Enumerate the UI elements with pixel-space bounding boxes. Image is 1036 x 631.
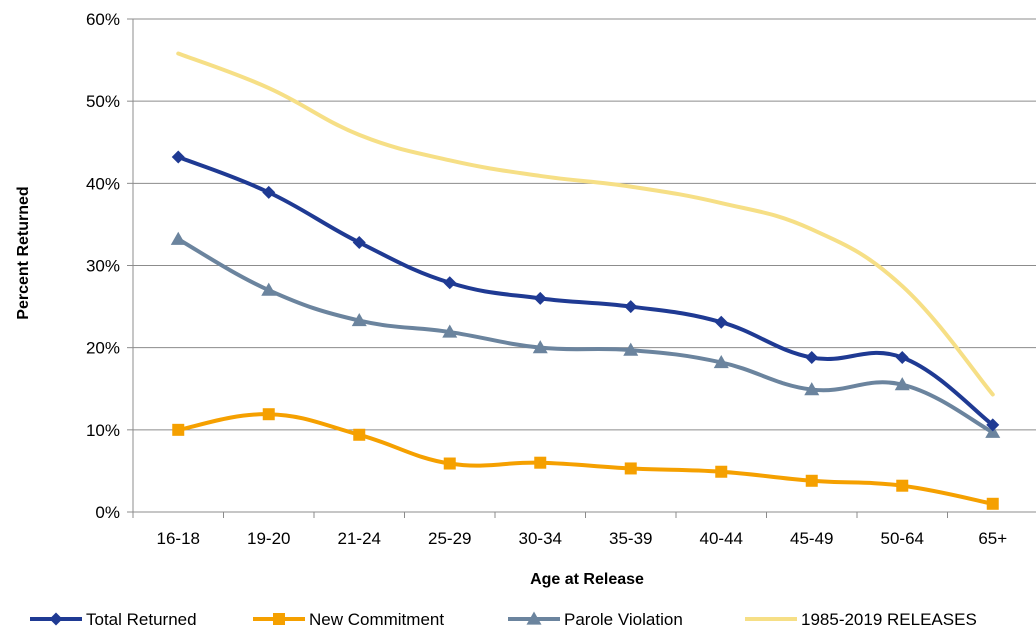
point-1-2 [353,428,366,441]
x-tick-label-6: 40-44 [700,529,743,548]
point-0-6 [714,315,728,329]
point-2-0 [170,231,186,245]
point-1-6 [715,465,728,478]
x-tick-label-0: 16-18 [157,529,200,548]
point-2-2 [351,313,367,327]
y-tick-label-1: 10% [86,421,120,440]
legend-label-0: Total Returned [86,610,197,629]
point-2-6 [713,354,729,369]
point-2-8 [894,377,910,391]
legend-label-3: 1985-2019 RELEASES [801,610,977,629]
point-0-1 [262,185,276,199]
y-tick-label-3: 30% [86,257,120,276]
y-tick-label-4: 40% [86,174,120,193]
series-markers [170,150,1001,510]
x-tick-label-7: 45-49 [790,529,833,548]
point-1-0 [172,423,185,436]
point-0-5 [624,300,638,314]
point-2-7 [804,382,820,396]
point-1-3 [443,457,456,470]
point-0-9 [986,418,1000,432]
point-1-9 [986,497,999,510]
y-tick-label-6: 60% [86,10,120,29]
x-tick-label-4: 30-34 [519,529,562,548]
point-0-2 [352,235,366,249]
point-1-7 [805,474,818,487]
point-0-8 [895,351,909,365]
point-1-4 [534,456,547,469]
legend-marker-1 [273,613,285,625]
x-tick-label-1: 19-20 [247,529,290,548]
x-axis-title: Age at Release [530,571,644,588]
y-axis-title: Percent Returned [15,186,32,319]
x-tick-label-9: 65+ [978,529,1007,548]
x-tick-label-8: 50-64 [881,529,924,548]
legend-label-2: Parole Violation [564,610,683,629]
axes [127,18,1036,518]
series-line-2 [176,237,995,435]
point-0-7 [805,351,819,365]
gridlines [133,18,1036,431]
series-lines [176,51,995,506]
y-tick-label-2: 20% [86,339,120,358]
point-1-1 [262,408,275,421]
y-tick-label-0: 0% [95,503,120,522]
point-2-4 [532,340,548,354]
point-1-8 [896,479,909,492]
x-tick-label-3: 25-29 [428,529,471,548]
y-tick-label-5: 50% [86,92,120,111]
point-0-0 [171,150,185,164]
point-2-5 [623,342,639,356]
point-2-3 [442,324,458,338]
legend: Total Returned New Commitment Parole Viola… [30,610,977,629]
series-line-0 [176,155,995,427]
series-line-1 [176,412,995,506]
point-2-1 [261,282,277,296]
x-tick-labels: 16-18 19-20 21-24 25-29 30-34 35-39 40-44 45-49… [157,529,1008,548]
legend-marker-2 [526,611,542,625]
legend-label-1: New Commitment [309,610,444,629]
legend-marker-0 [49,612,63,626]
point-0-3 [443,276,457,290]
y-tick-labels: 0% 10% 20% 30% 40% 50% 60% [86,10,120,522]
series-line-3 [176,51,995,397]
point-0-4 [533,291,547,305]
point-1-5 [624,462,637,475]
x-tick-label-5: 35-39 [609,529,652,548]
x-tick-label-2: 21-24 [338,529,381,548]
